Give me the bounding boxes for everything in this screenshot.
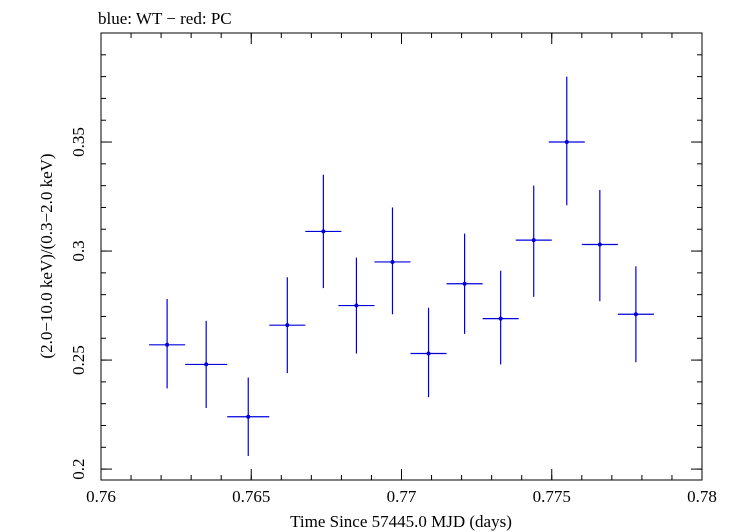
x-tick-label: 0.77 bbox=[387, 487, 417, 506]
y-axis-label: (2.0−10.0 keV)/(0.3−2.0 keV) bbox=[37, 153, 56, 358]
point-marker bbox=[285, 323, 290, 328]
data-point bbox=[548, 76, 585, 206]
point-marker bbox=[462, 281, 467, 286]
point-marker bbox=[246, 414, 251, 419]
data-point bbox=[482, 270, 519, 365]
point-marker bbox=[426, 351, 431, 356]
data-points bbox=[149, 76, 654, 457]
data-point bbox=[305, 174, 342, 289]
y-tick-label: 0.3 bbox=[69, 240, 88, 261]
data-point bbox=[269, 277, 306, 374]
y-tick-label: 0.2 bbox=[69, 458, 88, 479]
axis-ticks bbox=[100, 32, 703, 480]
data-point bbox=[581, 189, 618, 302]
x-tick-label: 0.775 bbox=[533, 487, 571, 506]
point-marker bbox=[597, 242, 602, 247]
data-point bbox=[185, 320, 228, 409]
x-tick-label: 0.78 bbox=[687, 487, 717, 506]
data-point bbox=[515, 185, 552, 297]
point-marker bbox=[204, 362, 209, 367]
y-tick-label: 0.35 bbox=[69, 127, 88, 157]
x-axis-label: Time Since 57445.0 MJD (days) bbox=[290, 512, 512, 531]
data-point bbox=[227, 377, 270, 457]
data-point bbox=[149, 299, 186, 389]
y-tick-labels: 0.2 0.25 0.3 0.35 bbox=[69, 127, 88, 480]
point-marker bbox=[564, 140, 569, 145]
plot-frame bbox=[100, 32, 703, 481]
point-marker bbox=[165, 342, 170, 347]
point-marker bbox=[390, 259, 395, 264]
point-marker bbox=[633, 312, 638, 317]
point-marker bbox=[531, 238, 536, 243]
x-tick-label: 0.765 bbox=[232, 487, 270, 506]
chart-title: blue: WT − red: PC bbox=[98, 9, 232, 28]
point-marker bbox=[498, 316, 503, 321]
data-point bbox=[374, 207, 411, 315]
x-tick-label: 0.76 bbox=[86, 487, 116, 506]
point-marker bbox=[321, 229, 326, 234]
y-tick-label: 0.25 bbox=[69, 345, 88, 375]
data-point bbox=[446, 233, 483, 334]
point-marker bbox=[354, 303, 359, 308]
data-point bbox=[410, 307, 447, 398]
data-point bbox=[338, 257, 375, 354]
x-tick-labels: 0.76 0.765 0.77 0.775 0.78 bbox=[86, 487, 717, 506]
data-point bbox=[617, 266, 654, 363]
